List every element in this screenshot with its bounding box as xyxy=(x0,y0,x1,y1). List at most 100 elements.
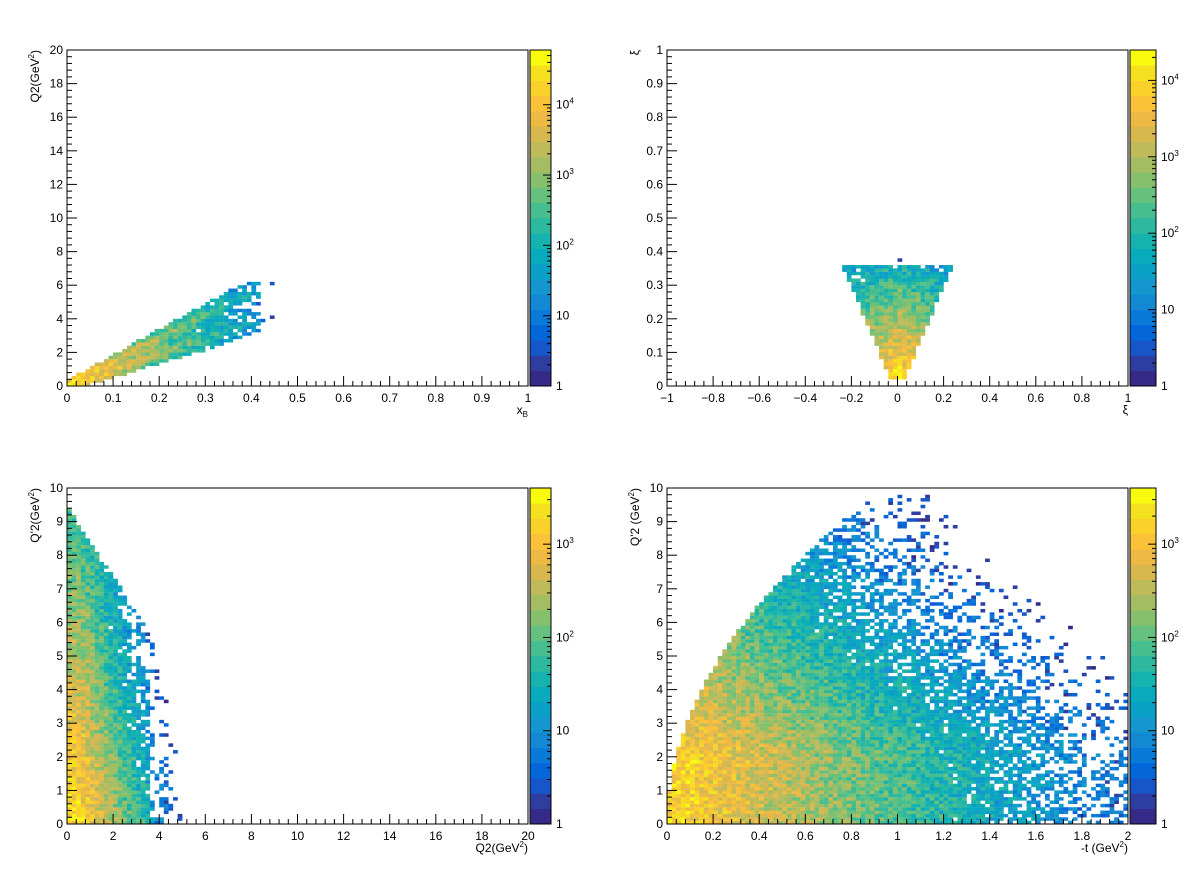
heatmap-cell xyxy=(883,271,889,276)
heatmap-cell xyxy=(163,723,169,727)
heatmap-cell xyxy=(823,699,829,704)
heatmap-cell xyxy=(685,753,691,757)
heatmap-cell xyxy=(708,750,714,754)
heatmap-cell xyxy=(159,696,164,700)
heatmap-cell xyxy=(791,659,797,663)
heatmap-cell xyxy=(777,699,783,704)
heatmap-cell xyxy=(809,652,815,657)
heatmap-cell xyxy=(708,817,714,821)
heatmap-cell xyxy=(726,756,732,761)
heatmap-cell xyxy=(186,345,192,350)
heatmap-cell xyxy=(163,797,169,801)
heatmap-cell xyxy=(888,315,894,319)
heatmap-cell xyxy=(828,723,834,727)
heatmap-cell xyxy=(791,736,797,741)
heatmap-cell xyxy=(773,622,778,626)
heatmap-cell xyxy=(819,585,824,589)
heatmap-cell xyxy=(131,813,137,818)
heatmap-cell xyxy=(759,756,764,761)
heatmap-cell xyxy=(145,699,151,704)
heatmap-cell xyxy=(690,750,695,754)
heatmap-cell xyxy=(117,723,123,727)
heatmap-cell xyxy=(113,595,118,600)
heatmap-cell xyxy=(94,669,100,673)
heatmap-cell xyxy=(117,362,123,366)
heatmap-cell xyxy=(828,612,834,616)
heatmap-cell xyxy=(131,686,137,690)
heatmap-cell xyxy=(929,302,935,306)
heatmap-cell xyxy=(703,790,709,794)
heatmap-cell xyxy=(731,756,737,761)
heatmap-cell xyxy=(269,281,275,286)
heatmap-cell xyxy=(722,810,728,815)
heatmap-cell xyxy=(837,733,843,737)
heatmap-cell xyxy=(791,713,797,717)
heatmap-cell xyxy=(777,615,783,620)
heatmap-cell xyxy=(874,268,880,272)
heatmap-cell xyxy=(759,619,764,623)
heatmap-cell xyxy=(773,612,778,616)
heatmap-cell xyxy=(768,729,774,734)
heatmap-cell xyxy=(690,733,695,737)
heatmap-cell xyxy=(85,820,91,825)
heatmap-cell xyxy=(892,369,898,373)
heatmap-cell xyxy=(717,706,723,710)
heatmap-cell xyxy=(703,780,709,784)
heatmap-cell xyxy=(90,379,95,383)
heatmap-cell xyxy=(209,335,215,340)
heatmap-cell xyxy=(823,787,829,791)
heatmap-cell xyxy=(782,706,788,710)
heatmap-cell xyxy=(71,662,77,667)
heatmap-cell xyxy=(837,682,843,687)
heatmap-cell xyxy=(214,298,220,303)
heatmap-cell xyxy=(805,662,811,667)
heatmap-cell xyxy=(99,662,105,667)
heatmap-cell xyxy=(71,602,77,606)
heatmap-cell xyxy=(690,773,695,778)
heatmap-cell xyxy=(892,312,898,316)
heatmap-cell xyxy=(832,736,838,741)
heatmap-cell xyxy=(67,608,72,613)
heatmap-cell xyxy=(902,322,907,326)
heatmap-cell xyxy=(99,375,105,380)
heatmap-cell xyxy=(796,776,801,781)
heatmap-cell xyxy=(67,379,72,383)
heatmap-cell xyxy=(819,575,824,579)
heatmap-cell xyxy=(736,659,741,663)
heatmap-cell xyxy=(94,733,100,737)
heatmap-cell xyxy=(159,355,164,360)
heatmap-cell xyxy=(754,635,760,640)
heatmap-cell xyxy=(929,288,935,293)
heatmap-cell xyxy=(832,790,838,794)
heatmap-cell xyxy=(703,820,709,825)
heatmap-cell xyxy=(113,706,118,710)
heatmap-cell xyxy=(126,659,132,663)
heatmap-cell xyxy=(76,629,81,633)
heatmap-cell xyxy=(809,692,815,697)
heatmap-cell xyxy=(76,652,81,657)
heatmap-cell xyxy=(140,800,146,804)
heatmap-cell xyxy=(773,632,778,636)
heatmap-cell xyxy=(90,729,95,734)
heatmap-cell xyxy=(745,756,751,761)
heatmap-cell xyxy=(768,682,774,687)
heatmap-cell xyxy=(869,285,875,289)
heatmap-cell xyxy=(699,729,705,734)
heatmap-cell xyxy=(768,787,774,791)
heatmap-cell xyxy=(791,575,797,579)
heatmap-cell xyxy=(699,810,705,815)
heatmap-cell xyxy=(809,709,815,714)
heatmap-cell xyxy=(717,766,723,771)
heatmap-cell xyxy=(906,318,912,323)
heatmap-cell xyxy=(140,639,146,643)
heatmap-cell xyxy=(90,625,95,630)
heatmap-cell xyxy=(676,797,681,801)
heatmap-cell xyxy=(136,787,141,791)
heatmap-cell xyxy=(763,743,769,747)
heatmap-cell xyxy=(85,776,91,781)
heatmap-cell xyxy=(874,281,880,286)
heatmap-cell xyxy=(749,642,755,647)
heatmap-cell xyxy=(717,793,723,798)
x-tick-label: 6 xyxy=(202,829,209,843)
heatmap-cell xyxy=(749,773,755,778)
